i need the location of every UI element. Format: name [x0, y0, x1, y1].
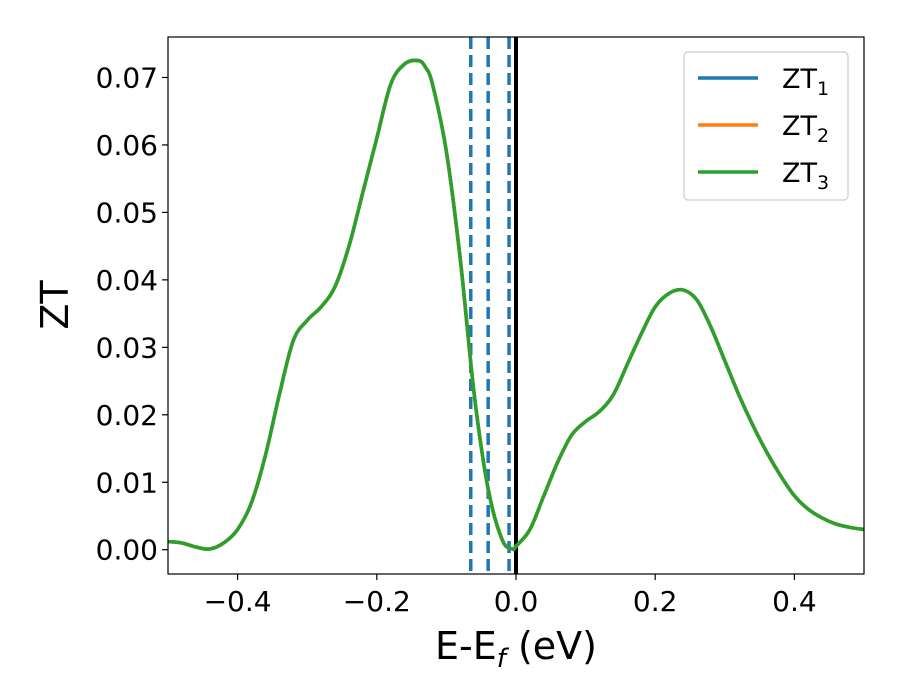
y-axis-label: ZT: [33, 280, 77, 330]
legend: ZT1 ZT2 ZT3: [683, 51, 849, 201]
y-tick-label: 0.01: [96, 466, 158, 499]
y-tick-label: 0.03: [96, 331, 158, 364]
x-tick-label: 0.0: [494, 585, 539, 618]
y-tick-label: 0.02: [96, 399, 158, 432]
legend-label-1: ZT1: [782, 64, 829, 100]
x-tick-label: −0.4: [204, 585, 272, 618]
y-tick-label: 0.06: [96, 129, 158, 162]
y-axis-ticks: 0.00 0.01 0.02 0.03 0.04 0.05 0.06 0.07: [96, 61, 168, 567]
x-tick-label: −0.2: [343, 585, 411, 618]
x-tick-label: 0.2: [633, 585, 678, 618]
series-lines: [168, 58, 864, 552]
legend-label-3: ZT3: [782, 158, 829, 194]
series-line-3: [168, 58, 864, 552]
reference-lines: [469, 37, 518, 574]
y-tick-label: 0.00: [96, 534, 158, 567]
legend-box: [683, 51, 849, 201]
x-axis-ticks: −0.4 −0.2 0.0 0.2 0.4: [204, 574, 817, 618]
y-tick-label: 0.07: [96, 61, 158, 94]
y-tick-label: 0.04: [96, 264, 158, 297]
y-tick-label: 0.05: [96, 196, 158, 229]
x-axis-label: E-Ef (eV): [435, 624, 597, 674]
x-tick-label: 0.4: [772, 585, 817, 618]
legend-label-2: ZT2: [782, 111, 829, 147]
